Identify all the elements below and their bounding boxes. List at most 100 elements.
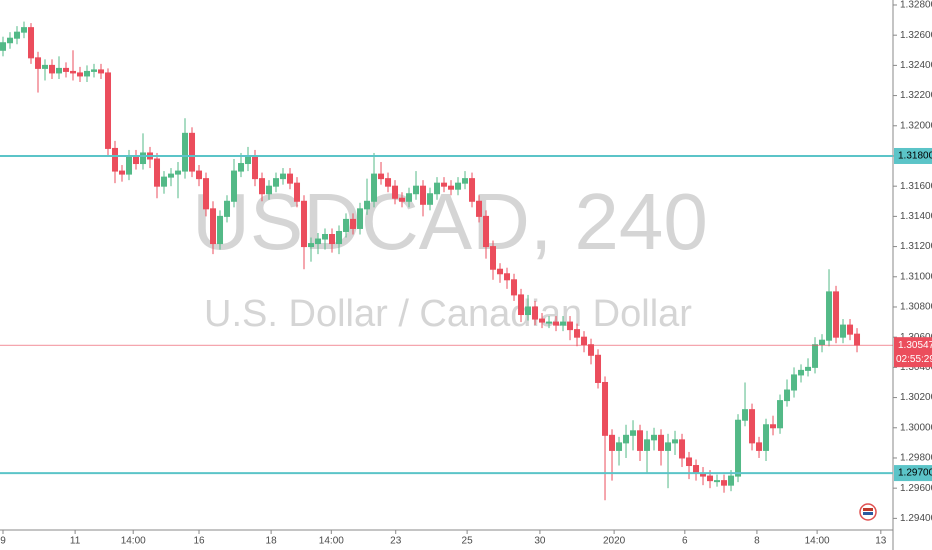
candle-body [735, 419, 742, 477]
candle-body [329, 233, 336, 245]
x-tick-label: 11 [70, 536, 81, 547]
candle-body [525, 306, 532, 316]
candle-body [567, 321, 574, 331]
candle-body [784, 389, 791, 402]
candle-body [371, 173, 378, 202]
candle-body [231, 170, 238, 202]
candle-body [462, 178, 469, 184]
candle-body [805, 366, 812, 371]
candle-body [644, 439, 651, 451]
price-label-bg [894, 337, 932, 368]
y-tick-label: 1.32200 [900, 90, 932, 101]
y-tick-label: 1.32600 [900, 30, 932, 41]
candle-body [798, 369, 805, 376]
x-tick-label: 16 [193, 536, 205, 547]
candle-body [294, 182, 301, 202]
candle-body [560, 321, 567, 326]
y-tick-label: 1.29600 [900, 483, 932, 494]
candle-body [21, 27, 28, 33]
candle-body [777, 400, 784, 429]
x-tick-label: 25 [462, 536, 474, 547]
candle-body [637, 430, 644, 451]
candle-body [756, 442, 763, 451]
candle-body [595, 354, 602, 383]
candle-body [287, 173, 294, 184]
candle-body [763, 424, 770, 451]
candle-body [280, 173, 287, 180]
candle-body [168, 173, 175, 178]
candle-body [252, 155, 259, 180]
candle-body [308, 243, 315, 248]
candle-body [469, 178, 476, 202]
candle-body [742, 409, 749, 421]
plot-area [0, 21, 861, 501]
candle-body [392, 185, 399, 199]
candle-body [553, 321, 560, 326]
candle-body [420, 185, 427, 205]
candle-body [658, 434, 665, 451]
candle-body [217, 215, 224, 245]
candle-body [623, 434, 630, 444]
candle-body [28, 27, 35, 59]
candle-body [574, 329, 581, 338]
candle-body [161, 176, 168, 187]
candle-body [511, 279, 518, 296]
candle-body [70, 70, 77, 74]
candle-body [140, 152, 147, 165]
candle-body [651, 434, 658, 441]
candle-body [119, 170, 126, 175]
candle-body [819, 339, 826, 346]
candle-body [728, 475, 735, 486]
candle-body [854, 333, 861, 346]
flag-icon[interactable] [859, 503, 877, 521]
y-tick-label: 1.32800 [900, 0, 932, 11]
candle-body [301, 200, 308, 248]
candle-body [847, 324, 854, 335]
x-tick-label: 18 [266, 536, 278, 547]
candle-body [35, 57, 42, 69]
candle-body [455, 182, 462, 190]
candle-body [84, 70, 91, 77]
candle-body [14, 31, 21, 39]
candle-body [343, 218, 350, 232]
y-tick-label: 1.31200 [900, 241, 932, 252]
y-tick-label: 1.30800 [900, 302, 932, 313]
candle-body [490, 246, 497, 270]
candle-body [56, 67, 63, 74]
candle-body [504, 273, 511, 281]
candle-body [245, 155, 252, 165]
candle-body [588, 344, 595, 356]
candle-body [238, 163, 245, 172]
candle-body [833, 291, 840, 338]
y-tick-label: 1.31000 [900, 271, 932, 282]
candle-body [98, 69, 105, 74]
candle-body [266, 185, 273, 195]
candle-body [546, 321, 553, 324]
candle-body [154, 158, 161, 187]
candle-body [112, 147, 119, 172]
x-tick-label: 8 [754, 536, 760, 547]
candle-body [518, 294, 525, 316]
x-tick-label: 6 [682, 536, 688, 547]
candle-body [686, 457, 693, 467]
candle-body [539, 318, 546, 323]
candle-body [77, 72, 84, 77]
horizontal-line-label: 1.29700 [898, 468, 932, 479]
candle-body [357, 208, 364, 229]
candle-body [448, 185, 455, 190]
y-tick-label: 1.30000 [900, 422, 932, 433]
candle-body [616, 442, 623, 451]
candle-body [581, 336, 588, 346]
x-tick-label: 14:00 [319, 536, 344, 547]
candle-body [196, 170, 203, 180]
candle-body [210, 208, 217, 245]
candle-body [49, 64, 56, 74]
y-tick-label: 1.32000 [900, 120, 932, 131]
candle-body [770, 424, 777, 429]
candle-body [749, 409, 756, 444]
candle-body [812, 344, 819, 368]
y-tick-label: 1.29800 [900, 453, 932, 464]
horizontal-line-label: 1.31800 [898, 151, 932, 162]
candle-body [7, 37, 14, 44]
